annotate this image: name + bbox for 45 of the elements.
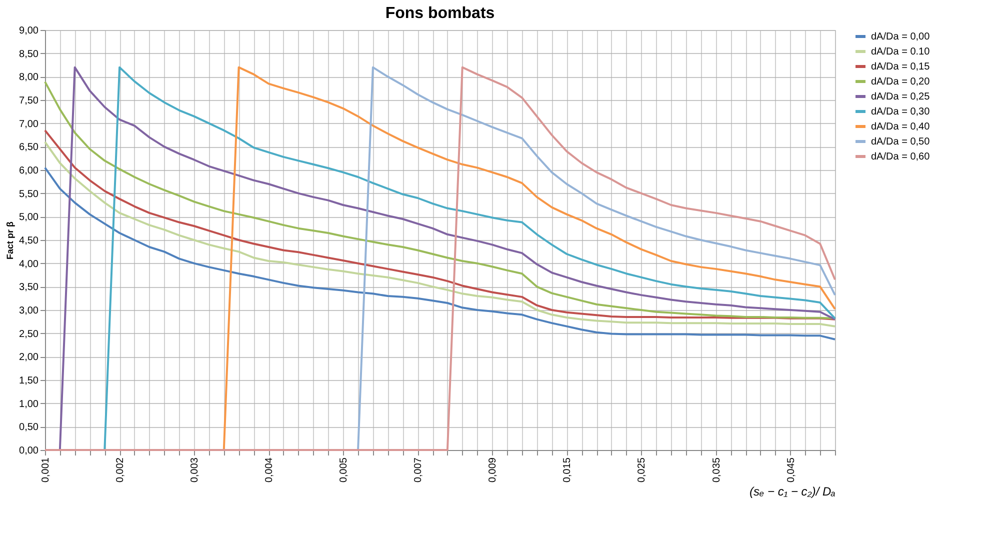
line-series	[44, 166, 836, 340]
line-series	[222, 66, 836, 451]
y-tick-label: 3,50	[19, 282, 39, 294]
x-tick-label: 0,025	[636, 457, 648, 483]
x-tick-label: 0,007	[413, 457, 424, 483]
x-tick-label: 0,004	[264, 457, 276, 483]
y-tick-label: 2,50	[19, 328, 39, 340]
y-tick-label: 4,00	[19, 258, 39, 270]
y-tick-label: 4,50	[19, 236, 39, 246]
legend-label: dA/Da = 0,30	[871, 106, 930, 118]
x-tick-label: 0,015	[562, 457, 574, 483]
line-series	[357, 66, 836, 451]
y-tick-label: 1,00	[19, 398, 39, 410]
y-tick-label: 2,00	[19, 352, 39, 364]
y-tick-label: 3,00	[19, 306, 39, 316]
legend-label: dA/Da = 0,60	[871, 152, 930, 162]
y-tick-label: 6,00	[19, 166, 39, 176]
y-tick-label: 1,50	[19, 376, 39, 386]
x-tick-label: 0,005	[338, 457, 350, 483]
y-tick-label: 9,00	[19, 26, 39, 36]
y-tick-label: 7,00	[19, 118, 39, 130]
y-tick-label: 8,50	[19, 48, 39, 60]
x-tick-label: 0,009	[488, 457, 499, 483]
legend-label: dA/Da = 0,15	[871, 62, 930, 72]
x-tick-label: 0,045	[786, 457, 797, 483]
y-tick-label: 8,00	[19, 72, 39, 84]
chart-title: Fons bombats	[385, 5, 495, 22]
x-tick-label: 0,003	[190, 457, 201, 483]
legend-label: dA/Da = 0,50	[871, 136, 930, 148]
x-tick-label: 0,002	[115, 457, 126, 483]
legend-label: dA/Da = 0,20	[871, 76, 930, 88]
legend-label: dA/Da = 0,25	[871, 92, 930, 102]
y-tick-label: 5,00	[19, 212, 39, 224]
y-tick-label: 0,00	[19, 446, 39, 456]
legend-label: dA/Da = 0.10	[871, 46, 930, 58]
y-tick-label: 6,50	[19, 142, 39, 154]
x-tick-label: 0,035	[711, 457, 722, 483]
y-tick-label: 0,50	[19, 422, 39, 434]
y-tick-label: 5,50	[19, 188, 39, 200]
legend-label: dA/Da = 0,40	[871, 122, 930, 132]
y-tick-label: 7,50	[19, 96, 39, 106]
x-tick-label: 0,001	[40, 457, 52, 483]
y-axis-title: Fact pr β	[5, 220, 16, 260]
x-axis-title: (sₑ − c₁ − c₂)/ Dₐ	[750, 484, 836, 499]
legend-label: dA/Da = 0,00	[871, 32, 930, 42]
